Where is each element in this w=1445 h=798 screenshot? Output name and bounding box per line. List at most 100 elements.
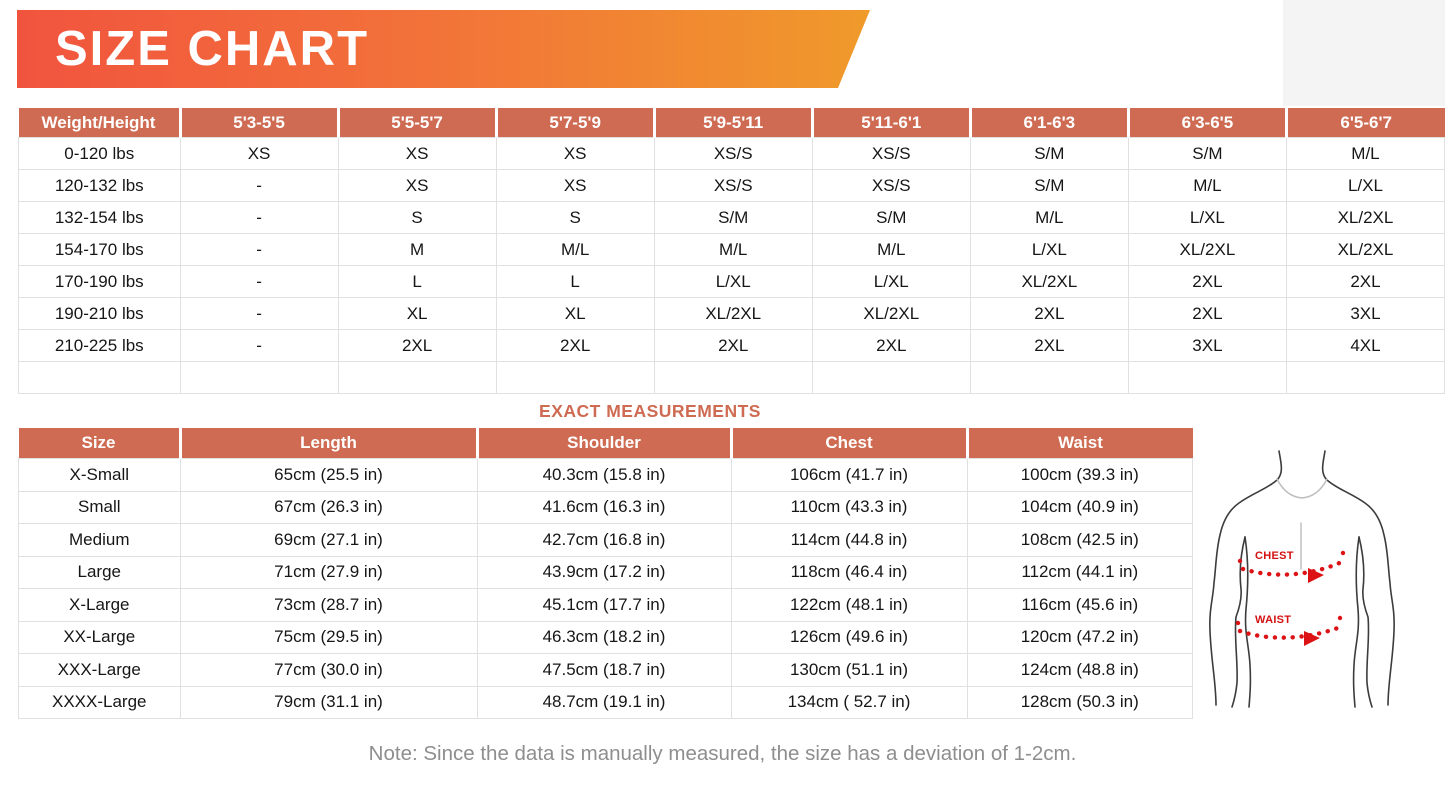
- table-cell: XL/2XL: [1285, 201, 1445, 234]
- table-cell: 79cm (31.1 in): [179, 685, 478, 719]
- table-cell: XS/S: [811, 137, 971, 170]
- table-cell: [1127, 361, 1287, 394]
- table-row: 170-190 lbs - L L L/XL L/XL XL/2XL 2XL 2XL: [18, 265, 1445, 298]
- torso-right-outline: [1321, 450, 1395, 706]
- table-cell: XL: [495, 297, 655, 330]
- table-cell: 154-170 lbs: [18, 233, 181, 266]
- table-cell: XS: [495, 137, 655, 170]
- table-cell: L/XL: [969, 233, 1129, 266]
- table-cell: S/M: [969, 169, 1129, 202]
- table-cell: XXX-Large: [18, 653, 181, 687]
- left-inner-arm-line: [1231, 536, 1246, 708]
- table-cell: XXXX-Large: [18, 685, 181, 719]
- table-cell: 77cm (30.0 in): [179, 653, 478, 687]
- table-cell: XL/2XL: [969, 265, 1129, 298]
- table-cell: XL/2XL: [1285, 233, 1445, 266]
- weight-height-size-table: Weight/Height 5'3-5'5 5'5-5'7 5'7-5'9 5'9-5'…: [18, 108, 1445, 394]
- table-cell: 106cm (41.7 in): [730, 458, 968, 492]
- table-row: X-Small 65cm (25.5 in) 40.3cm (15.8 in) 106…: [18, 458, 1193, 492]
- table-cell: -: [179, 201, 339, 234]
- table-cell: 2XL: [495, 329, 655, 362]
- table-cell: XS/S: [653, 169, 813, 202]
- table-cell: M/L: [495, 233, 655, 266]
- table-cell: Medium: [18, 523, 181, 557]
- column-header: 6'5-6'7: [1284, 108, 1445, 138]
- table-cell: XS: [337, 169, 497, 202]
- table-cell: L/XL: [1285, 169, 1445, 202]
- table-cell: 126cm (49.6 in): [730, 620, 968, 654]
- column-header: Weight/Height: [18, 108, 180, 138]
- table-cell: 75cm (29.5 in): [179, 620, 478, 654]
- table-cell: X-Large: [18, 588, 181, 622]
- size-chart-banner: SIZE CHART: [17, 10, 870, 88]
- collar-line: [1276, 478, 1328, 499]
- chest-end-dot-left: [1237, 558, 1243, 564]
- table-cell: L/XL: [811, 265, 971, 298]
- table-cell: 65cm (25.5 in): [179, 458, 478, 492]
- corner-background-block: [1283, 0, 1445, 106]
- chest-arrow-icon: [1308, 568, 1324, 583]
- right-inner-arm-line: [1358, 536, 1373, 708]
- table-cell: 210-225 lbs: [18, 329, 181, 362]
- table-cell: XL: [337, 297, 497, 330]
- waist-label: WAIST: [1255, 614, 1291, 626]
- table-cell: 2XL: [811, 329, 971, 362]
- table-cell: 132-154 lbs: [18, 201, 181, 234]
- chest-end-dot-right: [1340, 550, 1346, 556]
- table-cell: L/XL: [653, 265, 813, 298]
- table-cell: S: [337, 201, 497, 234]
- table-row: 210-225 lbs -2XL 2XL 2XL 2XL 2XL 3XL 4XL: [18, 329, 1445, 362]
- table-cell: XS: [337, 137, 497, 170]
- table-cell: 67cm (26.3 in): [179, 490, 478, 524]
- table-row: Small 67cm (26.3 in) 41.6cm (16.3 in) 110cm…: [18, 490, 1193, 524]
- table-row: 190-210 lbs - XL XL XL/2XL XL/2XL 2XL 2XL 3XL: [18, 297, 1445, 330]
- table-row: 120-132 lbs - XS XS XS/S XS/S S/M M/L L/XL: [18, 169, 1445, 202]
- table-cell: [337, 361, 497, 394]
- table-cell: 3XL: [1285, 297, 1445, 330]
- table-cell: S/M: [969, 137, 1129, 170]
- table-cell: S/M: [811, 201, 971, 234]
- table-row: Large 71cm (27.9 in) 43.9cm (17.2 in) 118cm…: [18, 555, 1193, 589]
- table-cell: XL/2XL: [653, 297, 813, 330]
- table-cell: S/M: [1127, 137, 1287, 170]
- column-header: 5'5-5'7: [336, 108, 497, 138]
- table-cell: XS: [495, 169, 655, 202]
- left-torso-side-line: [1244, 536, 1252, 708]
- table-cell: 170-190 lbs: [18, 265, 181, 298]
- table-cell: M: [337, 233, 497, 266]
- table-cell: 128cm (50.3 in): [966, 685, 1193, 719]
- table-cell: 2XL: [653, 329, 813, 362]
- body-measurement-diagram: CHEST WAIST: [1193, 446, 1398, 713]
- waist-end-dot-left: [1235, 620, 1241, 626]
- column-header: Size: [18, 428, 180, 459]
- column-header: Shoulder: [475, 428, 731, 459]
- table-cell: 45.1cm (17.7 in): [476, 588, 732, 622]
- table-cell: XL/2XL: [811, 297, 971, 330]
- table-cell: [495, 361, 655, 394]
- table-cell: 122cm (48.1 in): [730, 588, 968, 622]
- table-cell: 48.7cm (19.1 in): [476, 685, 732, 719]
- table-row: X-Large 73cm (28.7 in) 45.1cm (17.7 in) 122…: [18, 588, 1193, 622]
- table-cell: 116cm (45.6 in): [966, 588, 1193, 622]
- table-cell: 46.3cm (18.2 in): [476, 620, 732, 654]
- table-cell: M/L: [811, 233, 971, 266]
- table-cell: 2XL: [1127, 265, 1287, 298]
- table-cell: 108cm (42.5 in): [966, 523, 1193, 557]
- table-cell: 100cm (39.3 in): [966, 458, 1193, 492]
- table-cell: XX-Large: [18, 620, 181, 654]
- page-title: SIZE CHART: [55, 21, 369, 76]
- table-cell: 71cm (27.9 in): [179, 555, 478, 589]
- table-cell: [653, 361, 813, 394]
- table-row: 0-120 lbs XS XS XS XS/S XS/S S/M S/M M/L: [18, 137, 1445, 170]
- table-cell: 2XL: [337, 329, 497, 362]
- header-row: Weight/Height 5'3-5'5 5'5-5'7 5'7-5'9 5'9-5'…: [18, 108, 1445, 138]
- exact-measurements-table: Size Length Shoulder Chest Waist X-Small 65cm …: [18, 428, 1193, 719]
- waist-dotted-line: [1237, 623, 1346, 640]
- table-cell: M/L: [969, 201, 1129, 234]
- right-torso-side-line: [1352, 536, 1360, 708]
- table-cell: -: [179, 233, 339, 266]
- chest-dotted-line: [1240, 557, 1349, 577]
- table-cell: S/M: [653, 201, 813, 234]
- table-cell: XS: [179, 137, 339, 170]
